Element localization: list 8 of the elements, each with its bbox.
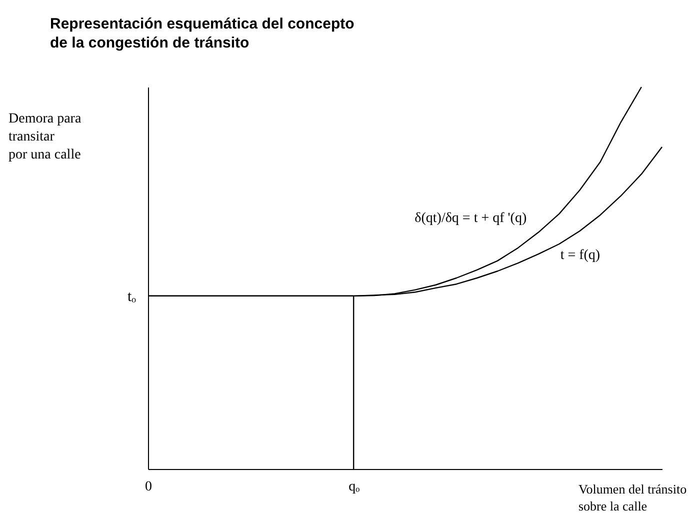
ref-line-label: tₒ bbox=[128, 288, 137, 305]
x-tick-label: 0 bbox=[145, 480, 152, 494]
y-axis-title: Demora para transitar por una calle bbox=[8, 112, 82, 162]
chart-title: Representación esquemática del concepto de la congestión de tránsito bbox=[50, 15, 354, 52]
x-tick-label: qₒ bbox=[348, 480, 360, 494]
series-label: t = f(q) bbox=[560, 248, 600, 263]
x-axis-title: Volumen del tránsito sobre la calle bbox=[578, 482, 687, 513]
series-label: δ(qt)/δq = t + qf '(q) bbox=[414, 211, 527, 226]
